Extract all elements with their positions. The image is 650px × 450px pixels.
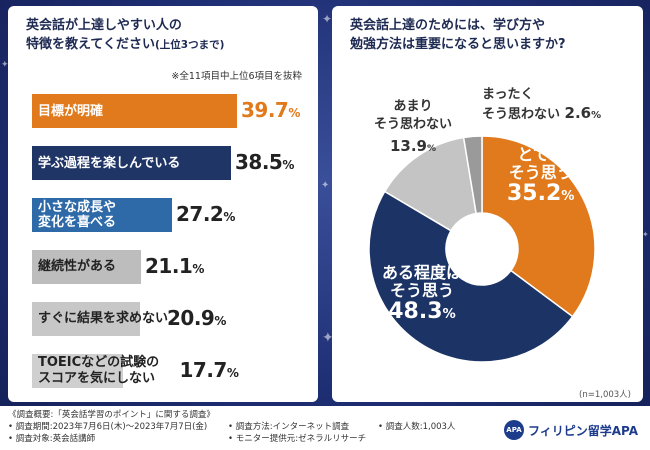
pie-chart: [368, 135, 596, 363]
pie-label-text: そう思う: [508, 163, 573, 182]
bar-value: 17.7%: [179, 358, 239, 382]
bar-label: 継続性がある: [38, 259, 117, 274]
bar-chart-title: 英会話が上達しやすい人の 特徴を教えてください(上位3つまで): [26, 16, 224, 55]
survey-overview: 《調査概要:「英会話学習のポイント」に関する調査》: [8, 410, 215, 420]
pie-chart-title-line1: 英会話上達のためには、学び方や: [350, 18, 546, 33]
pie-value: 13.9: [389, 137, 427, 155]
pie-label: ある程度は そう思う 48.3%: [382, 263, 463, 324]
survey-period: • 調査期間:2023年7月6日(木)〜2023年7月7日(金): [8, 422, 208, 432]
pie-label-text: まったく: [482, 87, 534, 102]
pie-label-text: あまり: [393, 99, 433, 114]
bar-chart-title-line2: 特徴を教えてください: [26, 37, 155, 52]
pie-slice: [481, 135, 596, 318]
brand: APA フィリピン留学APA: [503, 420, 638, 440]
bar-label: TOEICなどの試験の: [38, 355, 160, 370]
bar-label: 変化を喜べる: [38, 215, 117, 230]
bar-value: 21.1%: [145, 254, 204, 278]
sparkle-icon: ✦: [642, 230, 649, 239]
pie-value: 35.2: [507, 181, 562, 206]
pie-label-text: そう思わない: [482, 107, 565, 122]
bar: [32, 302, 140, 336]
bar-chart-title-suffix: (上位3つまで): [154, 39, 225, 51]
survey-monitor: • モニター提供元:ゼネラルリサーチ: [228, 434, 367, 444]
bar-value: 38.5%: [235, 150, 294, 174]
bar-chart-note: ※全11項目中上位6項目を抜粋: [171, 71, 302, 82]
sparkle-icon: ✦: [1, 60, 9, 70]
bar-label: スコアを気にしない: [38, 371, 156, 386]
survey-people: • 調査人数:1,003人: [378, 422, 456, 432]
pie-chart-title: 英会話上達のためには、学び方や 勉強方法は重要になると思いますか?: [350, 16, 566, 54]
pie-slice: [462, 135, 483, 215]
sparkle-icon: ✦: [322, 330, 334, 346]
pie-value: 48.3: [388, 299, 443, 324]
pie-slice: [383, 136, 478, 232]
bar-chart-card: 英会話が上達しやすい人の 特徴を教えてください(上位3つまで) ※全11項目中上…: [8, 6, 318, 402]
pie-chart-card: 英会話上達のためには、学び方や 勉強方法は重要になると思いますか? とても そう思…: [332, 6, 643, 402]
bar-label: 学ぶ過程を楽しんでいる: [38, 155, 181, 171]
sample-size: (n=1,003人): [579, 390, 631, 400]
pie-label-text: とても: [517, 145, 565, 164]
pie-label: まったく そう思わない 2.6%: [482, 87, 602, 122]
pie-value: 2.6: [564, 104, 592, 122]
bar: [32, 250, 141, 284]
bar: 目標が明確: [32, 94, 237, 128]
survey-method: • 調査方法:インターネット調査: [228, 422, 350, 432]
bar-label: 小さな成長や: [38, 200, 117, 215]
bar: [32, 354, 123, 388]
pie-label-text: そう思う: [390, 281, 455, 300]
sparkle-icon: ✦: [321, 180, 330, 191]
pie-chart-title-line2: 勉強方法は重要になると思いますか?: [350, 37, 566, 52]
bar-chart-title-line1: 英会話が上達しやすい人の: [26, 18, 182, 33]
pie-label-text: そう思わない: [374, 117, 453, 132]
survey-target: • 調査対象:英会話講師: [8, 434, 96, 444]
bar-value: 39.7%: [241, 98, 300, 122]
footer: 《調査概要:「英会話学習のポイント」に関する調査》 • 調査期間:2023年7月…: [0, 406, 650, 450]
pie-slice: [368, 190, 574, 363]
bar-label: 目標が明確: [38, 103, 104, 119]
bar-value: 27.2%: [176, 202, 235, 226]
bar: 学ぶ過程を楽しんでいる: [32, 146, 231, 180]
brand-logo-icon: APA: [503, 420, 524, 440]
bar: 小さな成長や 変化を喜べる: [32, 198, 172, 232]
pie-label: あまり そう思わない 13.9%: [374, 99, 453, 155]
bar-label: すぐに結果を求めない: [38, 311, 169, 326]
pie-label-text: ある程度は: [382, 263, 463, 282]
bar-value: 20.9%: [167, 306, 226, 330]
sparkle-icon: ✦: [322, 12, 333, 26]
brand-name: フィリピン留学APA: [527, 423, 638, 438]
pie-label: とても そう思う 35.2%: [507, 145, 575, 206]
